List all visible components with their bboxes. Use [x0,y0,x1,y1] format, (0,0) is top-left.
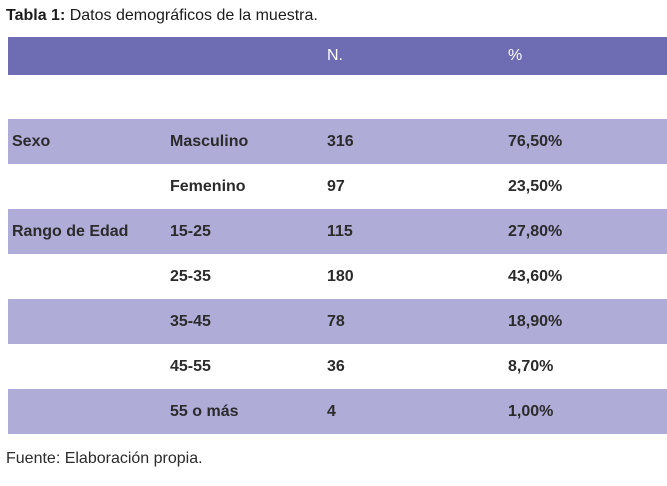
row-category-cell: 55 o más [170,402,239,420]
row-n-cell: 115 [327,222,353,240]
row-n-cell: 4 [327,402,336,420]
row-n-cell: 36 [327,357,345,375]
table-caption: Tabla 1: Datos demográficos de la muestr… [6,7,318,25]
row-pct-cell: 23,50% [508,177,563,195]
row-n-cell: 316 [327,132,354,150]
row-group-cell: Rango de Edad [12,222,129,240]
table-caption-label: Tabla 1: [6,7,66,24]
row-pct-cell: 43,60% [508,267,563,285]
source-note: Fuente: Elaboración propia. [6,450,203,467]
row-pct-cell: 76,50% [508,132,563,150]
row-category-cell: 15-25 [170,222,211,240]
table-row: Rango de Edad 15-25 115 27,80% [8,209,667,254]
header-pct-column: % [508,47,523,64]
row-n-cell: 180 [327,267,354,285]
table-body: Sexo Masculino 316 76,50% Femenino 97 23… [8,119,667,434]
table-row: 45-55 36 8,70% [8,344,667,389]
row-category-cell: 25-35 [170,267,211,285]
row-category-cell: 45-55 [170,357,211,375]
row-category-cell: Masculino [170,132,249,150]
row-pct-cell: 27,80% [508,222,563,240]
row-n-cell: 78 [327,312,345,330]
row-pct-cell: 1,00% [508,402,554,420]
table-header-row: N. % [8,37,667,75]
table-row: Sexo Masculino 316 76,50% [8,119,667,164]
table-row: Femenino 97 23,50% [8,164,667,209]
row-pct-cell: 8,70% [508,357,554,375]
row-group-cell: Sexo [12,132,51,150]
row-category-cell: 35-45 [170,312,211,330]
table-row: 55 o más 4 1,00% [8,389,667,434]
table-caption-text: Datos demográficos de la muestra. [65,7,318,24]
empty-spacer-row [8,75,667,119]
row-pct-cell: 18,90% [508,312,563,330]
demographics-table: N. % Sexo Masculino 316 76,50% Femenino … [8,37,667,434]
row-n-cell: 97 [327,177,345,195]
table-row: 25-35 180 43,60% [8,254,667,299]
row-category-cell: Femenino [170,177,246,195]
table-row: 35-45 78 18,90% [8,299,667,344]
header-n-column: N. [327,47,343,64]
